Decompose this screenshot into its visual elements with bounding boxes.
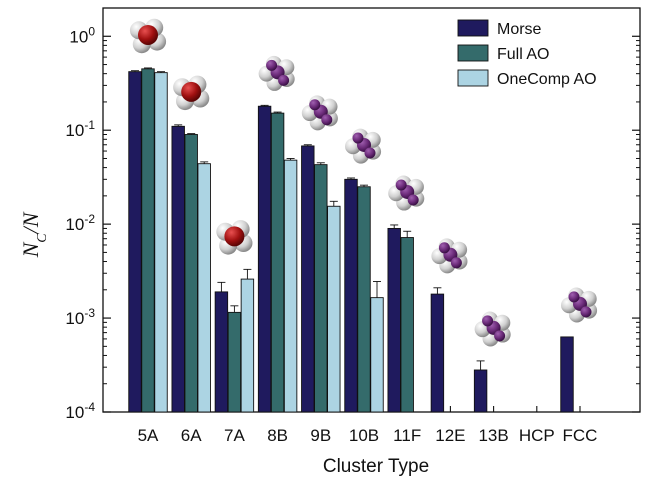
bar-morse [344,178,358,413]
x-tick-label: 12E [435,426,465,445]
y-tick-exponent: 0 [88,24,95,38]
cluster-atom [352,132,364,144]
y-tick-base: 10 [69,27,88,46]
bar-morse [430,293,445,413]
bar-full-ao [184,134,198,413]
bar-morse [128,71,142,413]
bar-morse [214,291,229,413]
y-axis-title-rest: /N [18,211,43,235]
bar-onecomp-ao [370,297,384,413]
bar-onecomp-ao [240,278,255,413]
y-axis-title-n: N [18,241,43,258]
cluster-atom [580,306,592,318]
y-tick-label: 10-1 [65,118,95,140]
x-tick-label: 10B [349,426,379,445]
cluster-atom [266,59,278,71]
cluster-9b-icon [301,95,338,131]
cluster-fcc-icon [561,287,598,323]
x-tick-label: 7A [224,426,245,445]
bar-full-ao [141,68,155,413]
y-tick-label: 100 [69,24,95,46]
y-tick-exponent: -1 [84,118,95,132]
x-tick-label: 9B [310,426,331,445]
y-tick-exponent: -3 [84,306,95,320]
cluster-12e-icon [431,238,468,274]
x-tick-label: 11F [393,426,421,445]
bar-full-ao [270,112,285,413]
cluster-center-atom [138,24,158,45]
y-tick-base: 10 [65,403,84,422]
bar-full-ao [314,164,328,413]
x-tick-label: 5A [138,426,159,445]
y-tick-label: 10-4 [65,400,95,422]
bar-morse [473,369,488,413]
cluster-atom [438,242,450,254]
y-axis-ticks [103,35,640,413]
x-tick-label: 8B [267,426,288,445]
cluster-atom [364,147,376,159]
bar-morse [171,125,185,413]
bar-morse [257,105,272,413]
legend-label: Morse [497,21,542,38]
bar-onecomp-ao [154,72,168,413]
y-tick-base: 10 [65,121,84,140]
y-tick-base: 10 [65,309,84,328]
cluster-atom [450,257,462,269]
x-tick-label: FCC [563,426,598,445]
error-bars-group [131,67,485,370]
cluster-images-group [129,18,598,347]
y-axis-title-sub: C [35,233,50,243]
bar-onecomp-ao [197,163,211,413]
bars-group [128,68,574,413]
legend-swatch-onecomp-ao [457,69,489,87]
cluster-atom [321,114,333,126]
legend-label: OneComp AO [497,71,597,88]
bar-onecomp-ao [327,205,341,413]
cluster-8b-icon [258,55,295,91]
bar-full-ao [227,311,242,413]
cluster-10b-icon [345,128,382,164]
cluster-atom [309,99,321,111]
legend: Morse Full AO OneComp AO [446,14,632,94]
cluster-atom [494,330,506,342]
legend-label: Full AO [497,46,549,63]
x-tick-label: 6A [181,426,202,445]
cluster-atom [482,315,494,327]
cluster-atom [395,179,407,191]
cluster-7a-icon [216,220,253,255]
legend-swatch-full-ao [457,44,489,62]
bar-onecomp-ao [283,159,298,413]
bar-morse [560,336,574,413]
cluster-11f-icon [388,175,425,211]
cluster-5a-icon [129,18,167,54]
y-tick-label: 10-2 [65,212,95,234]
bar-full-ao [357,186,371,413]
bar-morse [301,145,315,413]
cluster-center-atom [224,226,245,247]
y-tick-exponent: -2 [84,212,95,226]
cluster-atom [407,194,419,206]
cluster-atom [568,291,580,303]
x-axis-title: Cluster Type [323,456,429,477]
cluster-6a-icon [173,75,210,111]
legend-swatch-morse [457,19,489,37]
bar-full-ao [400,237,414,413]
x-tick-label: HCP [519,426,555,445]
bar-morse [387,227,401,413]
x-axis-tick-labels: 5A 6A 7A 8B 9B 10B 11F 12E 13B HCP FCC [138,426,598,445]
cluster-13b-icon [474,311,511,347]
y-tick-exponent: -4 [84,400,95,414]
y-tick-base: 10 [65,215,84,234]
x-tick-label: 13B [478,426,508,445]
cluster-atom [278,74,290,86]
y-axis-title: NC/N [18,211,50,258]
cluster-center-atom [181,81,202,102]
y-tick-label: 10-3 [65,306,95,328]
